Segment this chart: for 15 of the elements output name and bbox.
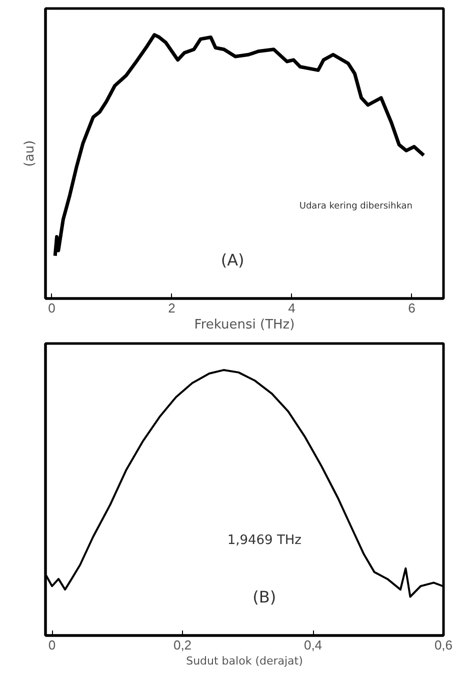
x-axis-title: Sudut balok (derajat) bbox=[186, 654, 303, 668]
x-tick-label: 2 bbox=[168, 300, 176, 316]
x-tick-label: 0,4 bbox=[304, 638, 322, 652]
annotation: 1,9469 THz bbox=[227, 532, 302, 548]
annotation: Udara kering dibersihkan bbox=[299, 202, 413, 212]
x-tick-label: 4 bbox=[288, 300, 296, 316]
x-tick-label: 0,2 bbox=[173, 638, 192, 652]
x-tick-label: 0 bbox=[48, 638, 56, 652]
annotation: (A) bbox=[220, 250, 244, 270]
x-tick-label: 6 bbox=[408, 300, 416, 316]
x-axis-title: Frekuensi (THz) bbox=[194, 318, 295, 332]
annotation: (B) bbox=[252, 587, 276, 606]
y-axis-title: (au) bbox=[22, 140, 38, 167]
x-tick-label: 0 bbox=[48, 300, 56, 316]
x-tick-label: 0,6 bbox=[434, 638, 453, 652]
